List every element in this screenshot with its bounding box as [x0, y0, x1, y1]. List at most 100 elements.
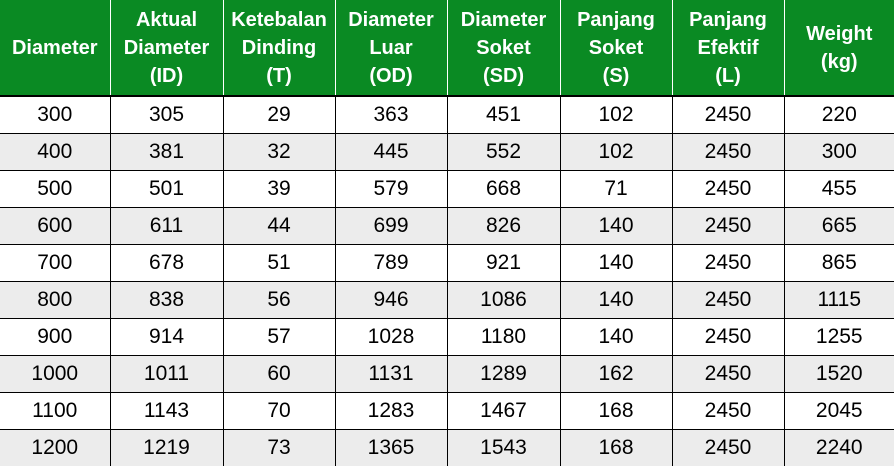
- table-cell: 665: [784, 208, 894, 245]
- column-header-line: Dinding: [226, 34, 333, 62]
- table-cell: 57: [223, 319, 335, 356]
- column-header-line: (OD): [338, 62, 445, 90]
- table-cell: 1520: [784, 356, 894, 393]
- table-cell: 445: [335, 134, 447, 171]
- table-cell: 2450: [672, 356, 784, 393]
- column-header-line: Luar: [338, 34, 445, 62]
- column-header-line: Diameter: [450, 6, 558, 34]
- table-cell: 1219: [110, 430, 223, 466]
- column-header-line: (S): [563, 62, 670, 90]
- column-header-line: Aktual: [113, 6, 221, 34]
- table-cell: 363: [335, 96, 447, 134]
- table-cell: 900: [0, 319, 110, 356]
- table-cell: 168: [560, 430, 672, 466]
- table-cell: 800: [0, 282, 110, 319]
- column-header-line: Ketebalan: [226, 6, 333, 34]
- table-cell: 2450: [672, 134, 784, 171]
- column-header-line: Soket: [563, 34, 670, 62]
- table-cell: 668: [447, 171, 560, 208]
- table-cell: 102: [560, 134, 672, 171]
- table-cell: 2450: [672, 282, 784, 319]
- column-header-line: (T): [226, 62, 333, 90]
- table-cell: 1200: [0, 430, 110, 466]
- table-cell: 1255: [784, 319, 894, 356]
- table-cell: 305: [110, 96, 223, 134]
- table-cell: 1180: [447, 319, 560, 356]
- table-cell: 2450: [672, 96, 784, 134]
- table-cell: 1283: [335, 393, 447, 430]
- table-cell: 140: [560, 319, 672, 356]
- table-cell: 2450: [672, 393, 784, 430]
- column-header-line: Diameter: [113, 34, 221, 62]
- table-cell: 140: [560, 245, 672, 282]
- table-cell: 32: [223, 134, 335, 171]
- table-cell: 579: [335, 171, 447, 208]
- table-cell: 162: [560, 356, 672, 393]
- table-cell: 600: [0, 208, 110, 245]
- table-cell: 60: [223, 356, 335, 393]
- column-header-line: (L): [675, 62, 782, 90]
- table-cell: 789: [335, 245, 447, 282]
- table-cell: 71: [560, 171, 672, 208]
- table-cell: 2450: [672, 245, 784, 282]
- table-cell: 381: [110, 134, 223, 171]
- table-cell: 300: [784, 134, 894, 171]
- table-cell: 1131: [335, 356, 447, 393]
- table-cell: 56: [223, 282, 335, 319]
- table-cell: 2450: [672, 208, 784, 245]
- table-cell: 2450: [672, 171, 784, 208]
- table-cell: 1086: [447, 282, 560, 319]
- table-cell: 826: [447, 208, 560, 245]
- column-header-line: Soket: [450, 34, 558, 62]
- column-header-line: (kg): [787, 48, 893, 76]
- column-header-line: Diameter: [2, 34, 108, 62]
- table-cell: 140: [560, 282, 672, 319]
- table-cell: 1365: [335, 430, 447, 466]
- column-header-line: Diameter: [338, 6, 445, 34]
- column-header: Weight(kg): [784, 0, 894, 96]
- table-cell: 2450: [672, 319, 784, 356]
- column-header: Diameter: [0, 0, 110, 96]
- column-header-line: Weight: [787, 20, 893, 48]
- table-cell: 1000: [0, 356, 110, 393]
- table-cell: 73: [223, 430, 335, 466]
- table-cell: 70: [223, 393, 335, 430]
- table-cell: 44: [223, 208, 335, 245]
- column-header-line: (ID): [113, 62, 221, 90]
- table-cell: 2450: [672, 430, 784, 466]
- table-cell: 1100: [0, 393, 110, 430]
- table-cell: 1028: [335, 319, 447, 356]
- table-cell: 1543: [447, 430, 560, 466]
- table-cell: 838: [110, 282, 223, 319]
- table-cell: 2045: [784, 393, 894, 430]
- table-cell: 678: [110, 245, 223, 282]
- table-cell: 168: [560, 393, 672, 430]
- table-cell: 300: [0, 96, 110, 134]
- table-cell: 611: [110, 208, 223, 245]
- table-cell: 39: [223, 171, 335, 208]
- table-cell: 501: [110, 171, 223, 208]
- column-header-line: Efektif: [675, 34, 782, 62]
- column-header-line: (SD): [450, 62, 558, 90]
- table-cell: 914: [110, 319, 223, 356]
- table-cell: 1011: [110, 356, 223, 393]
- table-cell: 220: [784, 96, 894, 134]
- table-cell: 51: [223, 245, 335, 282]
